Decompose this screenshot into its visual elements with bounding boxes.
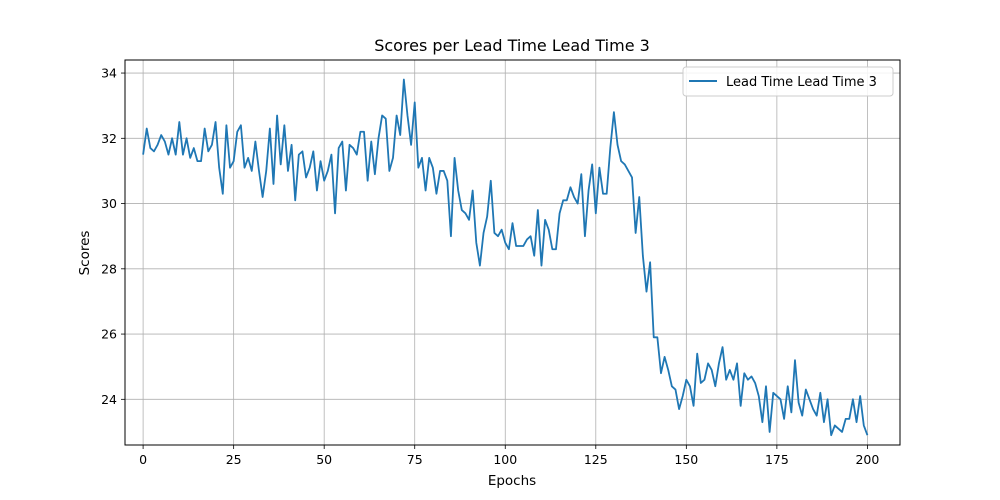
y-tick-label: 34 <box>101 66 117 81</box>
x-axis-label: Epochs <box>488 473 536 489</box>
legend-label: Lead Time Lead Time 3 <box>726 75 877 90</box>
y-tick-label: 26 <box>101 327 117 342</box>
series-layer <box>142 78 869 437</box>
y-tick-label: 30 <box>101 196 117 211</box>
y-tick-label: 24 <box>101 392 117 407</box>
chart-title: Scores per Lead Time Lead Time 3 <box>374 36 650 55</box>
ticks: 0 25 50 75 100 125 150 175 200 24 26 28 30 32 34 <box>101 66 879 467</box>
y-tick-label: 28 <box>101 261 117 276</box>
x-tick-label: 25 <box>226 452 242 467</box>
y-tick-label: 32 <box>101 131 117 146</box>
x-tick-label: 175 <box>765 452 789 467</box>
x-tick-label: 75 <box>407 452 423 467</box>
legend-box <box>682 66 894 97</box>
x-tick-label: 50 <box>316 452 332 467</box>
legend: Lead Time Lead Time 3 <box>682 66 894 97</box>
plot-frame <box>124 59 901 446</box>
series-line <box>142 78 869 437</box>
y-axis-label: Scores <box>77 231 93 276</box>
grid <box>125 60 900 445</box>
x-tick-label: 125 <box>584 452 608 467</box>
x-tick-label: 150 <box>674 452 698 467</box>
x-tick-label: 100 <box>493 452 517 467</box>
x-tick-label: 0 <box>139 452 147 467</box>
x-tick-label: 200 <box>855 452 879 467</box>
